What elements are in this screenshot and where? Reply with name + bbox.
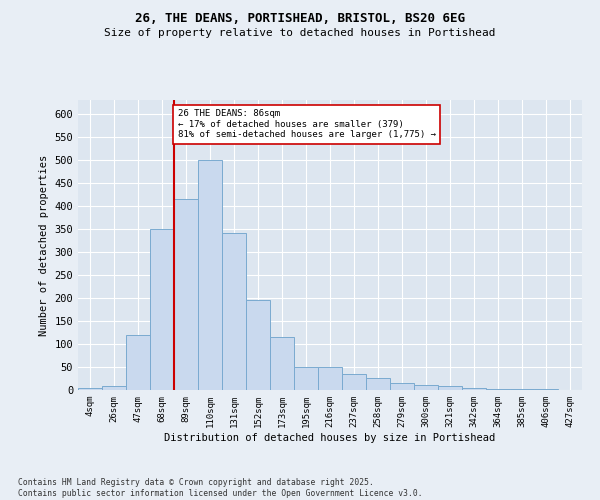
Text: Size of property relative to detached houses in Portishead: Size of property relative to detached ho… [104,28,496,38]
Bar [102,386,126,390]
Text: 26, THE DEANS, PORTISHEAD, BRISTOL, BS20 6EG: 26, THE DEANS, PORTISHEAD, BRISTOL, BS20… [135,12,465,26]
Bar [534,389,558,390]
Bar [318,367,342,390]
Bar [366,378,390,390]
Bar [510,389,534,390]
Bar [342,374,366,390]
Bar [390,383,414,390]
Bar [222,234,246,390]
Bar [174,199,198,390]
Bar [462,388,486,390]
Text: 26 THE DEANS: 86sqm
← 17% of detached houses are smaller (379)
81% of semi-detac: 26 THE DEANS: 86sqm ← 17% of detached ho… [178,109,436,139]
Bar [150,229,174,390]
Bar [270,337,294,390]
Y-axis label: Number of detached properties: Number of detached properties [39,154,49,336]
Bar [414,386,438,390]
Bar [246,300,270,390]
Bar [294,367,318,390]
Bar [126,335,150,390]
Bar [78,388,102,390]
X-axis label: Distribution of detached houses by size in Portishead: Distribution of detached houses by size … [164,432,496,442]
Bar [438,386,462,390]
Bar [486,388,510,390]
Text: Contains HM Land Registry data © Crown copyright and database right 2025.
Contai: Contains HM Land Registry data © Crown c… [18,478,422,498]
Bar [198,160,222,390]
